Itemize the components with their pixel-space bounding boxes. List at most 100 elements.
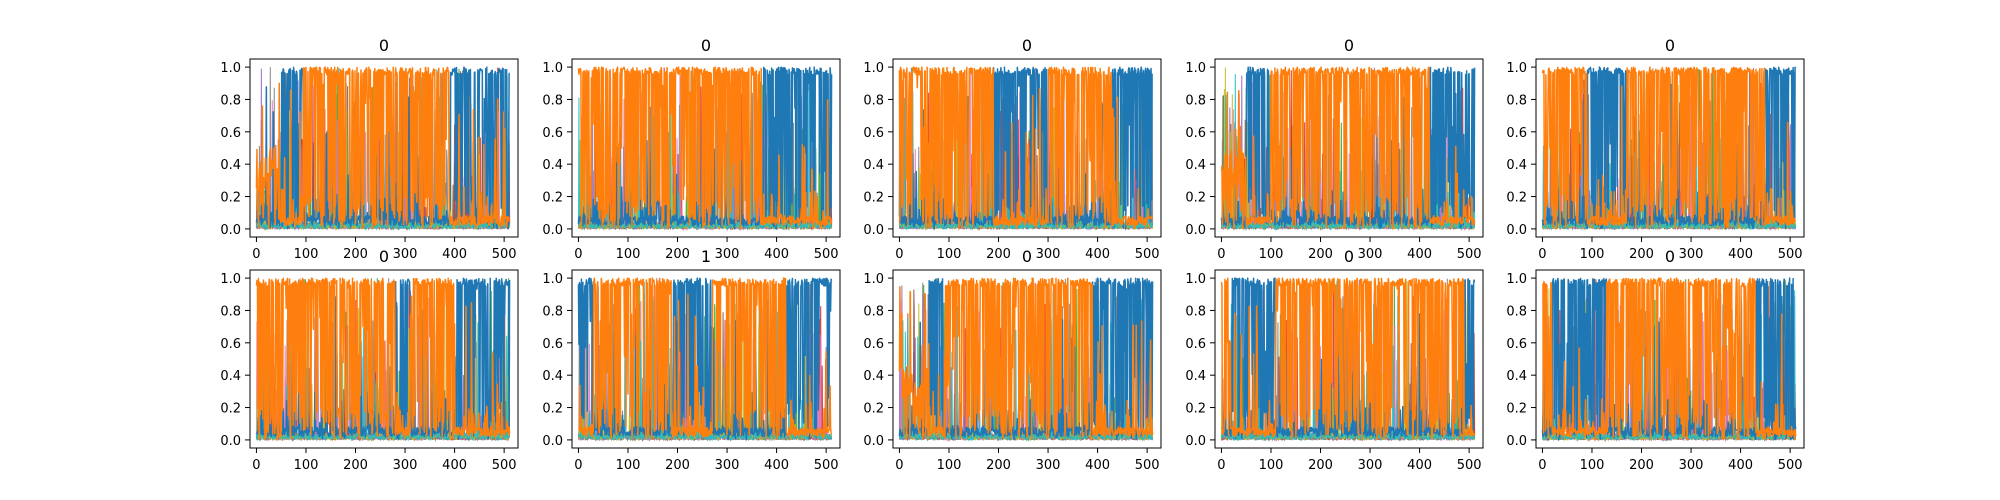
- series-line-2: [577, 66, 833, 230]
- subplot-title: 0: [379, 247, 389, 266]
- y-tick-label: 0.2: [1506, 402, 1527, 417]
- x-tick-label: 100: [937, 247, 962, 262]
- y-tick-label: 0.6: [542, 126, 563, 141]
- plot-lines: [577, 66, 833, 231]
- y-tick-label: 0.0: [1185, 223, 1206, 238]
- y-tick-label: 0.4: [1185, 369, 1206, 384]
- y-tick-label: 0.4: [863, 158, 884, 173]
- subplot-title: 0: [1022, 36, 1032, 55]
- y-tick-label: 0.4: [1506, 158, 1527, 173]
- subplot-title: 0: [1665, 247, 1675, 266]
- y-tick-label: 0.0: [542, 223, 563, 238]
- plot-lines: [1220, 277, 1476, 442]
- y-tick-label: 0.4: [1506, 369, 1527, 384]
- y-tick-label: 0.6: [542, 337, 563, 352]
- x-tick-label: 0: [1217, 247, 1225, 262]
- y-tick-label: 1.0: [1506, 61, 1527, 76]
- y-tick-label: 0.4: [542, 369, 563, 384]
- x-tick-label: 400: [1728, 458, 1753, 473]
- y-tick-label: 0.0: [220, 223, 241, 238]
- x-tick-label: 300: [1679, 247, 1704, 262]
- y-tick-label: 0.8: [220, 93, 241, 108]
- x-tick-label: 400: [1407, 458, 1432, 473]
- y-tick-label: 0.2: [863, 402, 884, 417]
- x-tick-label: 400: [1728, 247, 1753, 262]
- y-tick-label: 0.2: [542, 191, 563, 206]
- x-tick-label: 200: [986, 458, 1011, 473]
- x-tick-label: 400: [764, 247, 789, 262]
- y-tick-label: 0.2: [1506, 191, 1527, 206]
- series-line-2: [1220, 277, 1476, 441]
- subplot-1: 0 100 200 300 400 500 0.0 0.2 0.4 0.6 0.8 1.0 0: [220, 36, 519, 262]
- subplot-title: 0: [379, 36, 389, 55]
- plot-lines: [1541, 277, 1797, 443]
- x-tick-label: 500: [492, 458, 517, 473]
- subplot-8: 0 100 200 300 400 500 0.0 0.2 0.4 0.6 0.8 1.0 0: [863, 247, 1162, 473]
- subplot-9: 0 100 200 300 400 500 0.0 0.2 0.4 0.6 0.8 1.0 0: [1185, 247, 1484, 473]
- x-tick-label: 200: [1308, 247, 1333, 262]
- x-tick-label: 100: [1259, 247, 1284, 262]
- x-tick-label: 500: [1135, 458, 1160, 473]
- y-tick-label: 0.8: [1185, 304, 1206, 319]
- x-tick-label: 0: [574, 458, 582, 473]
- axes-frame: [892, 269, 1162, 449]
- y-tick-label: 0.6: [1185, 337, 1206, 352]
- x-tick-label: 500: [814, 247, 839, 262]
- x-tick-label: 300: [1036, 247, 1061, 262]
- subplot-4: 0 100 200 300 400 500 0.0 0.2 0.4 0.6 0.8 1.0 0: [1185, 36, 1484, 262]
- y-tick-label: 0.4: [542, 158, 563, 173]
- y-tick-label: 0.6: [863, 337, 884, 352]
- y-tick-label: 0.2: [863, 191, 884, 206]
- y-tick-label: 0.4: [863, 369, 884, 384]
- y-tick-label: 1.0: [542, 272, 563, 287]
- subplot-6: 0 100 200 300 400 500 0.0 0.2 0.4 0.6 0.8 1.0 0: [220, 247, 519, 473]
- y-tick-label: 0.6: [863, 126, 884, 141]
- x-tick-label: 100: [294, 458, 319, 473]
- y-tick-label: 0.8: [1185, 93, 1206, 108]
- subplot-3: 0 100 200 300 400 500 0.0 0.2 0.4 0.6 0.8 1.0 0: [863, 36, 1162, 262]
- x-tick-label: 400: [1085, 458, 1110, 473]
- y-tick-label: 0.6: [220, 337, 241, 352]
- x-tick-label: 200: [1308, 458, 1333, 473]
- x-tick-label: 0: [574, 247, 582, 262]
- x-tick-label: 0: [1538, 247, 1546, 262]
- x-tick-label: 100: [937, 458, 962, 473]
- subplot-2: 0 100 200 300 400 500 0.0 0.2 0.4 0.6 0.8 1.0 0: [542, 36, 841, 262]
- subplot-title: 0: [1022, 247, 1032, 266]
- y-tick-label: 0.8: [220, 304, 241, 319]
- x-tick-label: 200: [1629, 247, 1654, 262]
- y-tick-label: 0.2: [542, 402, 563, 417]
- x-tick-label: 100: [616, 458, 641, 473]
- x-tick-label: 100: [1580, 458, 1605, 473]
- y-tick-label: 0.6: [1506, 126, 1527, 141]
- y-tick-label: 0.4: [220, 369, 241, 384]
- y-tick-label: 1.0: [1185, 61, 1206, 76]
- axes-frame: [249, 269, 519, 449]
- x-tick-label: 0: [1538, 458, 1546, 473]
- x-tick-label: 300: [715, 458, 740, 473]
- x-tick-label: 500: [1457, 247, 1482, 262]
- subplot-5: 0 100 200 300 400 500 0.0 0.2 0.4 0.6 0.8 1.0 0: [1506, 36, 1805, 262]
- series-line-2: [1542, 277, 1797, 441]
- x-tick-label: 300: [1358, 458, 1383, 473]
- y-tick-label: 1.0: [1185, 272, 1206, 287]
- x-tick-label: 400: [442, 247, 467, 262]
- x-tick-label: 0: [252, 247, 260, 262]
- subplot-7: 0 100 200 300 400 500 0.0 0.2 0.4 0.6 0.8 1.0 1: [542, 247, 841, 473]
- x-tick-label: 0: [1217, 458, 1225, 473]
- series-line-2: [255, 277, 511, 441]
- subplot-title: 0: [1344, 247, 1354, 266]
- series-line-2: [898, 277, 1154, 441]
- y-tick-label: 0.0: [220, 434, 241, 449]
- subplot-title: 0: [1344, 36, 1354, 55]
- axes-frame: [571, 269, 841, 449]
- x-tick-label: 0: [252, 458, 260, 473]
- x-tick-label: 200: [343, 247, 368, 262]
- x-tick-label: 100: [1580, 247, 1605, 262]
- y-tick-label: 0.6: [220, 126, 241, 141]
- x-tick-label: 300: [393, 458, 418, 473]
- x-tick-label: 500: [814, 458, 839, 473]
- x-tick-label: 400: [1407, 247, 1432, 262]
- y-tick-label: 0.2: [220, 402, 241, 417]
